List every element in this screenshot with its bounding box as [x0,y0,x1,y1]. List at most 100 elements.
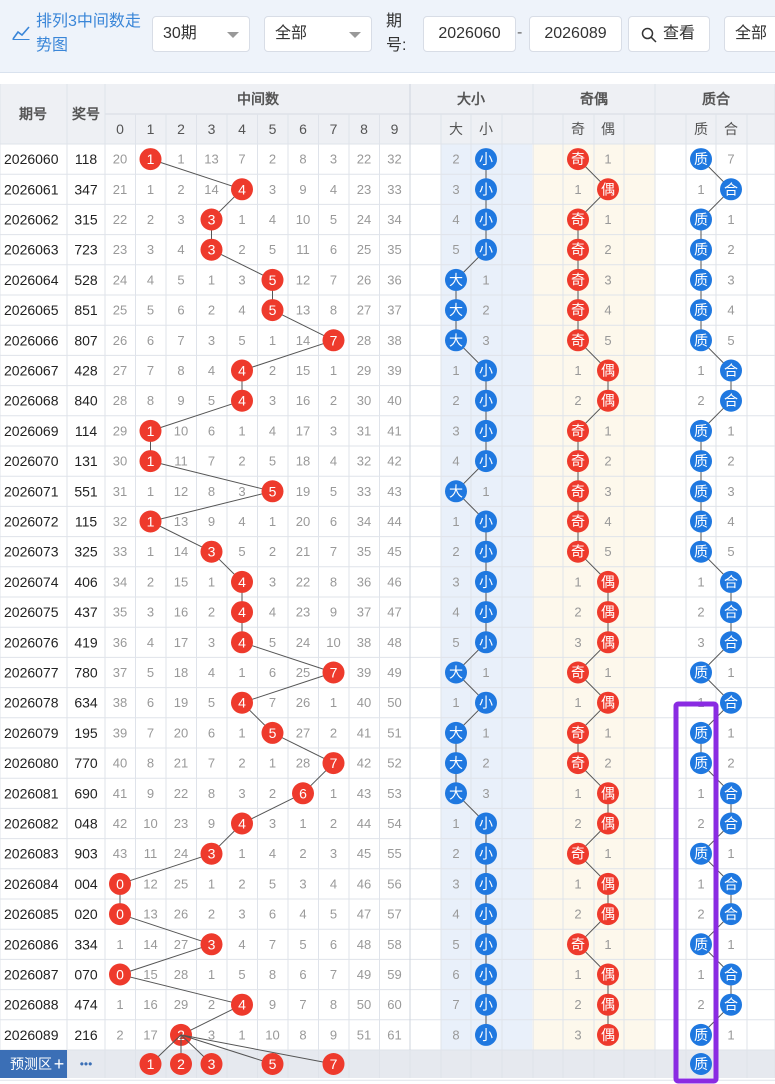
draw-number: 118 [75,151,98,167]
parity-miss: 5 [604,544,611,559]
miss-count: 9 [269,997,276,1012]
size-col-header: 小 [479,121,493,137]
parity-ball-label: 偶 [601,967,615,983]
size-miss: 1 [482,665,489,680]
prediction-label-bg[interactable] [0,1050,67,1078]
miss-count: 5 [269,876,276,891]
miss-count: 35 [387,242,401,257]
parity-miss: 1 [574,695,581,710]
miss-count: 19 [296,484,310,499]
parity-miss: 3 [604,272,611,287]
middle-ball [200,238,223,261]
prime-ball-label: 合 [724,997,738,1013]
prime-ball [720,601,742,624]
middle-ball-label: 4 [238,393,246,409]
prime-miss: 3 [697,635,704,650]
size-ball-label: 大 [449,483,463,499]
miss-count: 3 [208,1027,215,1042]
middle-ball [200,933,223,956]
size-ball-label: 小 [479,997,493,1013]
miss-count: 41 [357,725,371,740]
parity-miss: 2 [604,756,611,771]
issue-number: 2026086 [4,936,59,952]
query-button[interactable]: 查看 [628,16,710,52]
parity-ball [597,782,619,805]
miss-count: 15 [174,574,188,589]
parity-miss: 2 [574,907,581,922]
prime-ball [690,480,712,503]
middle-ball-label: 0 [116,876,124,892]
miss-count: 36 [113,635,127,650]
miss-count: 22 [113,212,127,227]
parity-ball-label: 偶 [601,181,615,197]
miss-count: 41 [387,423,401,438]
parity-miss: 1 [574,967,581,982]
middle-digit-header: 1 [147,121,155,137]
miss-count: 1 [147,484,154,499]
prime-ball-label: 质 [694,212,708,228]
miss-count: 3 [208,635,215,650]
parity-ball [567,721,589,744]
all-button[interactable]: 全部 [724,16,775,52]
issue-number: 2026080 [4,755,59,771]
prime-ball-label: 合 [724,574,738,590]
period-count-select[interactable]: 30期 [152,16,250,52]
parity-ball [597,359,619,382]
miss-count: 20 [174,725,188,740]
miss-count: 4 [330,876,337,891]
miss-count: 3 [269,393,276,408]
parity-miss: 1 [574,182,581,197]
prime-ball [690,208,712,231]
size-ball-label: 小 [479,846,493,862]
middle-digit-header: 3 [208,121,216,137]
miss-count: 1 [208,876,215,891]
miss-count: 15 [143,967,157,982]
parity-ball-label: 偶 [601,574,615,590]
miss-count: 2 [269,152,276,167]
prime-miss: 2 [697,393,704,408]
prime-miss: 7 [727,152,734,167]
size-miss: 4 [452,605,459,620]
size-ball-label: 小 [479,453,493,469]
size-ball-label: 小 [479,936,493,952]
issue-number: 2026079 [4,725,59,741]
to-issue-input[interactable]: 2026089 [529,16,622,52]
parity-miss: 1 [604,212,611,227]
issue-number: 2026081 [4,785,59,801]
size-ball [475,993,497,1016]
size-miss: 3 [482,333,489,348]
miss-count: 8 [330,303,337,318]
miss-count: 40 [357,695,371,710]
prime-ball-label: 质 [694,544,708,560]
miss-count: 5 [299,937,306,952]
issue-number: 2026082 [4,816,59,832]
prime-miss: 2 [697,907,704,922]
parity-miss: 2 [574,816,581,831]
parity-ball [597,570,619,593]
miss-count: 23 [357,182,371,197]
miss-count: 10 [174,423,188,438]
from-issue-input[interactable]: 2026060 [423,16,516,52]
prime-miss: 5 [727,544,734,559]
size-ball [475,631,497,654]
middle-trend-line [241,792,304,824]
miss-count: 2 [238,454,245,469]
prime-ball-label: 合 [724,634,738,650]
size-miss: 1 [452,816,459,831]
miss-count: 2 [269,363,276,378]
size-ball [475,691,497,714]
miss-count: 16 [296,393,310,408]
size-miss: 5 [452,635,459,650]
miss-count: 39 [113,725,127,740]
type-select[interactable]: 全部 [264,16,372,52]
size-ball [475,359,497,382]
prime-ball [690,268,712,291]
size-miss: 8 [452,1027,459,1042]
size-ball-label: 小 [479,363,493,379]
chart-title[interactable]: 排列3中间数走势图 [10,10,141,62]
miss-count: 20 [296,514,310,529]
miss-count: 7 [177,333,184,348]
middle-trend-line [272,309,334,341]
size-miss: 3 [452,423,459,438]
middle-ball [231,691,253,714]
